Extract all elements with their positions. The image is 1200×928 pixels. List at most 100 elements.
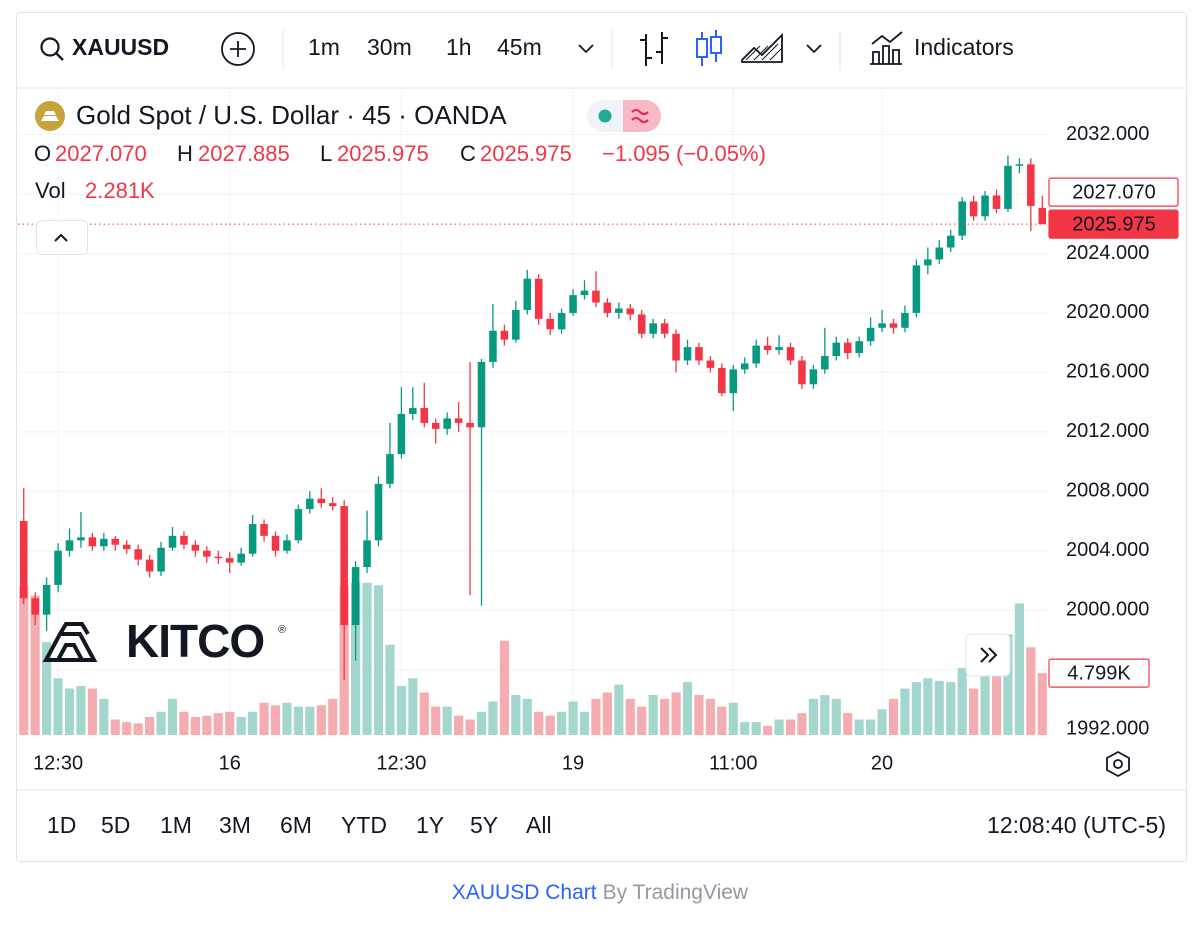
range-button[interactable]: 6M bbox=[280, 812, 312, 838]
ohlc-key: L bbox=[320, 141, 332, 166]
candle-body bbox=[1015, 164, 1024, 166]
volume-bar bbox=[476, 711, 487, 735]
range-button[interactable]: All bbox=[526, 812, 552, 838]
ohlc-value: 2027.070 bbox=[55, 141, 147, 166]
interval[interactable]: 45m bbox=[497, 34, 542, 60]
candle-body bbox=[763, 345, 772, 351]
candle-body bbox=[809, 369, 818, 385]
scroll-to-realtime[interactable] bbox=[965, 633, 1011, 677]
volume-bar bbox=[385, 644, 395, 735]
candle-body bbox=[534, 278, 543, 319]
volume-bar bbox=[133, 723, 143, 735]
candle-body bbox=[637, 314, 646, 334]
candle-body bbox=[454, 418, 463, 423]
candle-body bbox=[306, 498, 314, 510]
volume-bar bbox=[99, 698, 109, 735]
range-button[interactable]: 5Y bbox=[470, 812, 498, 838]
settings-icon[interactable] bbox=[1106, 750, 1130, 778]
symbol-search[interactable]: XAUUSD bbox=[40, 34, 170, 61]
vol-value: 2.281K bbox=[85, 178, 155, 203]
interval[interactable]: 30m bbox=[367, 34, 412, 60]
legend-title: Gold Spot / U.S. Dollar · 45 · OANDA bbox=[76, 100, 507, 130]
volume-bar bbox=[568, 701, 578, 735]
candle-body bbox=[145, 559, 154, 572]
range-button[interactable]: 1D bbox=[47, 812, 76, 838]
plus bbox=[230, 41, 246, 57]
ohlc-key: C bbox=[460, 141, 476, 166]
plot: 1992.0001996.0002000.0002004.0002008.000… bbox=[18, 90, 1179, 774]
volume-bar bbox=[671, 692, 681, 735]
candle-body bbox=[512, 309, 520, 340]
price-label-box bbox=[1048, 209, 1179, 239]
plus-circle bbox=[221, 32, 255, 66]
indicators-button[interactable]: Indicators bbox=[870, 31, 1014, 65]
scroll-glyph bbox=[980, 647, 998, 663]
candle-body bbox=[1027, 164, 1035, 206]
ohlc-key: H bbox=[177, 141, 193, 166]
volume-bar bbox=[213, 713, 223, 735]
candle-body bbox=[19, 520, 28, 599]
candle-body bbox=[294, 509, 303, 541]
footer-link[interactable]: XAUUSD Chart bbox=[452, 881, 597, 904]
candle-body bbox=[54, 550, 62, 585]
ohlc-key: O bbox=[34, 141, 51, 166]
x-tick-label: 16 bbox=[219, 752, 241, 774]
bars-icon[interactable] bbox=[640, 32, 668, 66]
range-button[interactable]: 1Y bbox=[416, 812, 444, 838]
candle-body bbox=[718, 367, 726, 394]
watermark: KITCO ® bbox=[42, 615, 286, 667]
volume-bar bbox=[259, 702, 269, 735]
interval[interactable]: 1h bbox=[446, 34, 472, 60]
volume-bar bbox=[499, 640, 509, 735]
candle-body bbox=[878, 323, 886, 328]
range-button[interactable]: 3M bbox=[219, 812, 251, 838]
footer: XAUUSD Chart By TradingView bbox=[452, 881, 749, 904]
volume-label-box bbox=[1048, 658, 1150, 688]
volume-bar bbox=[877, 709, 887, 735]
vol-key: Vol bbox=[35, 178, 66, 203]
candle-body bbox=[283, 540, 291, 551]
interval-chevron[interactable] bbox=[578, 44, 594, 54]
volume-bar bbox=[717, 706, 727, 735]
volume-bar bbox=[465, 719, 475, 735]
frame bbox=[16, 12, 1187, 862]
candle-body bbox=[203, 550, 211, 557]
search-icon bbox=[55, 52, 64, 61]
candle-body bbox=[592, 290, 600, 303]
y-tick-label: 2016.000 bbox=[1066, 361, 1149, 383]
range-button[interactable]: 1M bbox=[160, 812, 192, 838]
candle-body bbox=[569, 295, 577, 313]
delayed-badge bbox=[623, 100, 661, 132]
x-tick-label: 20 bbox=[871, 752, 893, 774]
candle-body bbox=[969, 201, 978, 217]
compare-button[interactable] bbox=[221, 32, 255, 66]
candle-body bbox=[420, 408, 429, 423]
volume-bar bbox=[843, 713, 853, 735]
candles-icon[interactable] bbox=[696, 30, 722, 66]
chart-type-chevron[interactable] bbox=[806, 44, 822, 54]
watermark-logo bbox=[42, 622, 98, 662]
area-icon[interactable] bbox=[741, 32, 783, 63]
candle-body bbox=[351, 567, 360, 626]
volume-bar bbox=[1003, 634, 1013, 735]
candle-body bbox=[225, 558, 234, 563]
volume-bar bbox=[831, 698, 841, 735]
y-tick-label: 2008.000 bbox=[1066, 480, 1149, 502]
collapse-button bbox=[36, 220, 88, 255]
candle-body bbox=[122, 544, 131, 550]
volume-bar bbox=[293, 706, 303, 735]
collapse-legend[interactable] bbox=[36, 220, 88, 255]
candles-glyph bbox=[710, 36, 722, 54]
range-button[interactable]: 5D bbox=[101, 812, 130, 838]
y-tick-label: 2024.000 bbox=[1066, 242, 1149, 264]
volume-bar bbox=[648, 695, 658, 735]
volume-bar bbox=[305, 706, 315, 735]
candle-body bbox=[431, 422, 440, 429]
y-tick-label: 2004.000 bbox=[1066, 539, 1149, 561]
interval[interactable]: 1m bbox=[308, 34, 340, 60]
range-button[interactable]: YTD bbox=[341, 812, 387, 838]
candle-body bbox=[924, 259, 932, 266]
delayed-glyph bbox=[631, 109, 649, 123]
volume-bar bbox=[808, 698, 818, 735]
